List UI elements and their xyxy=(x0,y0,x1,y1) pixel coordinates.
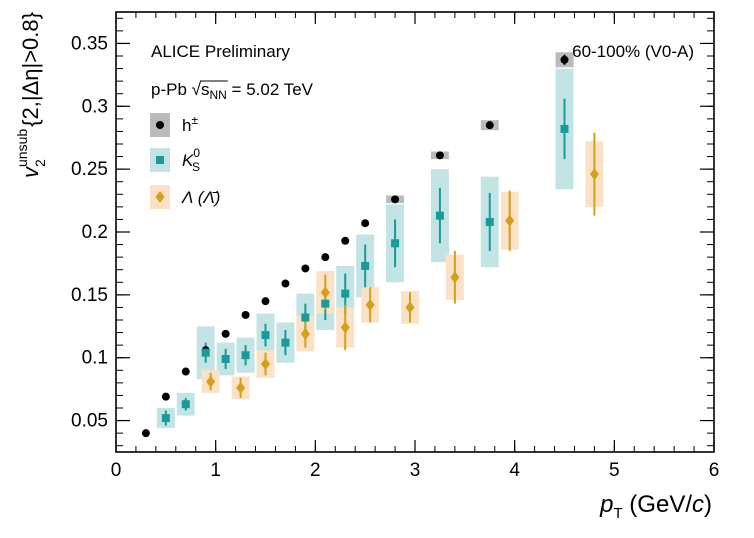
data-point xyxy=(505,214,515,227)
data-point xyxy=(435,151,444,160)
y-title-sub: 2 xyxy=(32,159,48,167)
data-point xyxy=(201,348,210,357)
x-title-close: ) xyxy=(704,491,712,518)
x-title-italic: c xyxy=(692,491,704,518)
data-point xyxy=(161,392,170,401)
data-point xyxy=(450,271,460,284)
data-point xyxy=(560,55,569,64)
y-tick-label: 0.3 xyxy=(82,96,108,117)
data-point xyxy=(365,298,375,311)
data-point xyxy=(181,367,190,376)
collision-system-label: p-Pb √sNN = 5.02 TeV xyxy=(151,80,314,102)
x-title-sub: T xyxy=(613,505,622,522)
y-title-sup: unsub xyxy=(14,129,30,167)
data-point xyxy=(301,313,310,322)
legend-marker xyxy=(155,191,165,203)
axis-ticks: 0 1 2 3 4 5 6 0.05 0.1 0.15 0.2 0.25 0.3 0.35 xyxy=(71,12,719,481)
data-point xyxy=(221,354,230,363)
data-markers xyxy=(141,55,599,438)
data-point xyxy=(485,121,494,130)
data-point xyxy=(361,261,370,270)
data-point xyxy=(221,329,230,338)
data-point xyxy=(391,239,400,248)
system-suffix: = 5.02 TeV xyxy=(227,80,314,99)
y-title-main: v xyxy=(18,165,43,178)
x-tick-label: 2 xyxy=(310,460,321,481)
centrality-label: 60-100% (V0-A) xyxy=(572,42,694,61)
x-tick-label: 6 xyxy=(709,460,720,481)
legend-marker xyxy=(156,156,164,164)
data-point xyxy=(320,286,330,299)
data-point xyxy=(261,297,270,306)
sqrt-subscript: NN xyxy=(209,88,226,102)
legend-label: h± xyxy=(182,113,198,135)
y-tick-label: 0.05 xyxy=(71,411,108,432)
x-tick-label: 3 xyxy=(410,460,421,481)
legend-label: Λ (Λ̄) xyxy=(181,188,220,207)
data-point xyxy=(236,381,246,394)
y-axis-title: vunsub 2 {2,|Δη|>0.8} xyxy=(14,12,48,178)
y-tick-label: 0.25 xyxy=(71,159,108,180)
data-point xyxy=(301,264,310,273)
y-tick-label: 0.2 xyxy=(82,222,108,243)
y-tick-label: 0.35 xyxy=(71,33,108,54)
x-title-main: p xyxy=(599,491,613,518)
data-point xyxy=(405,301,415,314)
data-point xyxy=(241,310,250,319)
data-point xyxy=(141,429,150,438)
legend: h± K0 S Λ (Λ̄) xyxy=(150,113,220,209)
data-point xyxy=(181,400,190,409)
x-tick-label: 0 xyxy=(111,460,122,481)
data-point xyxy=(589,168,599,181)
data-point xyxy=(241,351,250,360)
data-point xyxy=(391,195,400,204)
data-point xyxy=(435,211,444,220)
x-tick-label: 4 xyxy=(509,460,520,481)
x-axis-title: pT (GeV/c) xyxy=(599,491,712,522)
data-point xyxy=(341,289,350,298)
data-point xyxy=(321,253,330,262)
data-point xyxy=(485,217,494,226)
experiment-label: ALICE Preliminary xyxy=(151,42,290,61)
data-point xyxy=(341,236,350,245)
system-prefix: p-Pb xyxy=(151,80,192,99)
legend-label: K0 S xyxy=(182,146,200,174)
data-point xyxy=(161,414,170,423)
data-point xyxy=(340,321,350,334)
data-point xyxy=(261,331,270,340)
data-point xyxy=(560,124,569,133)
data-point xyxy=(361,219,370,228)
data-point xyxy=(321,299,330,308)
data-point xyxy=(281,279,290,288)
x-tick-label: 5 xyxy=(609,460,620,481)
y-tick-label: 0.1 xyxy=(82,348,108,369)
data-point xyxy=(300,327,310,340)
data-point xyxy=(261,358,270,370)
y-tick-label: 0.15 xyxy=(71,285,108,306)
y-title-rest: {2,|Δη|>0.8} xyxy=(18,12,43,127)
x-title-rest: (GeV/ xyxy=(623,491,693,518)
data-point xyxy=(206,375,216,388)
data-point xyxy=(281,338,290,347)
legend-marker xyxy=(156,121,164,129)
sqrt-s: s xyxy=(201,80,210,99)
sqrt-symbol: √ xyxy=(192,80,202,99)
x-tick-label: 1 xyxy=(210,460,221,481)
